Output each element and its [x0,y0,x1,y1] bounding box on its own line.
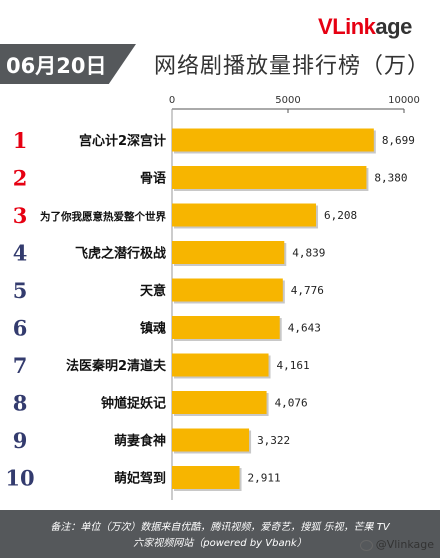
bar [172,241,285,264]
rank-number: 9 [13,428,28,453]
bar [172,203,317,227]
value-label: 8,699 [382,134,415,147]
bar [172,391,267,414]
category-label: 镇魂 [140,321,166,337]
category-label: 天意 [140,283,166,299]
rank-number: 8 [13,391,28,416]
date-label: 06月20日 [6,54,107,78]
rank-number: 2 [13,166,28,191]
bar [172,466,240,489]
rank-number: 7 [13,353,28,378]
footer-note-line1: 备注：单位（万次）数据来自优酷，腾讯视频，爱奇艺，搜狐 乐视，芒果 TV [50,522,390,533]
bar [172,166,367,189]
category-label: 萌妃驾到 [114,471,166,487]
bar [172,353,269,377]
weibo-icon [359,539,373,551]
x-tick-label: 0 [169,95,175,106]
bar [172,316,280,339]
bar [172,128,374,152]
footer-note-line2: 六家视频网站（powered by Vbank） [133,538,307,549]
rank-number: 3 [13,203,28,228]
value-label: 8,380 [374,172,407,185]
value-label: 4,776 [291,284,324,297]
rank-number: 5 [13,278,28,303]
bar [172,278,283,302]
bar [172,428,250,452]
value-label: 4,076 [275,397,308,410]
rank-number: 10 [5,466,34,491]
category-label: 飞虎之潜行极战 [75,246,166,262]
watermark-text: @Vlinkage [375,538,434,551]
x-tick-label: 10000 [388,95,420,106]
rank-number: 6 [13,316,28,341]
x-tick-label: 5000 [275,95,300,106]
category-label: 萌妻食神 [114,433,166,449]
value-label: 3,322 [257,434,290,447]
category-label: 钟馗捉妖记 [101,396,166,412]
value-label: 4,161 [277,359,310,372]
rank-number: 4 [13,241,28,266]
category-label: 宫心计2深宫计 [79,133,166,149]
category-label: 骨语 [140,172,166,187]
vlinkage-logo: VLinkage [318,14,412,39]
bar-chart: 0 5000 10000 8,699 宫心计2深宫计 1 8,380 骨语 2 6,208 为了你我… [5,95,420,500]
chart-title: 网络剧播放量排行榜（万） [154,54,431,79]
weibo-watermark: @Vlinkage [359,538,434,551]
value-label: 4,643 [288,322,321,335]
category-label: 法医秦明2清道夫 [66,358,167,374]
rank-number: 1 [13,128,28,153]
category-label: 为了你我愿意热爱整个世界 [40,210,166,223]
value-label: 6,208 [324,209,357,222]
value-label: 2,911 [248,472,281,485]
value-label: 4,839 [292,247,325,260]
